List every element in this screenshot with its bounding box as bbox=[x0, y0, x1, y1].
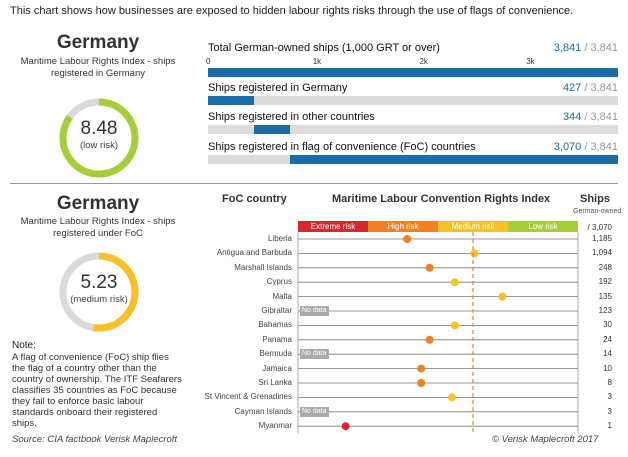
no-data-badge: No data bbox=[300, 406, 329, 417]
top-score-arc bbox=[59, 98, 139, 178]
note-text: A flag of convenience (FoC) ship flies t… bbox=[12, 352, 182, 429]
score-point bbox=[425, 263, 434, 272]
foc-country-label: Sri Lanka bbox=[258, 378, 292, 387]
ships-header: Ships bbox=[580, 193, 610, 205]
score-point bbox=[448, 393, 456, 402]
no-data-badge: No data bbox=[300, 306, 329, 316]
risk-band-medium-risk: Medium risk bbox=[438, 221, 508, 232]
bar-row-label: Total German-owned ships (1,000 GRT or o… bbox=[208, 42, 440, 54]
ships-total: / 3,070 bbox=[587, 223, 612, 232]
bar-row-count: 427 bbox=[562, 82, 582, 94]
ships-count: 3 bbox=[607, 392, 612, 402]
score-point bbox=[403, 235, 412, 243]
foc-country-label: Panama bbox=[262, 334, 292, 344]
bottom-score-ring bbox=[59, 252, 139, 332]
foc-country-label: St Vincent & Grenadines bbox=[204, 392, 292, 402]
top-score-ring bbox=[59, 98, 139, 178]
bottom-risk-label: (medium risk) bbox=[70, 294, 128, 305]
score-point bbox=[470, 249, 479, 258]
bar-row-value: 344 / 3,841 bbox=[508, 111, 618, 123]
axis-tick-label: 1k bbox=[312, 57, 322, 66]
bar-row-count: 344 bbox=[562, 111, 582, 123]
ships-count: 248 bbox=[598, 262, 612, 272]
risk-band-low-risk: Low risk bbox=[508, 221, 578, 232]
bar-row-label: Ships registered in other countries bbox=[208, 111, 375, 123]
bottom-score-arc bbox=[59, 252, 139, 332]
bar-row-total: / 3,841 bbox=[584, 82, 618, 94]
copyright-text: © Verisk Maplecroft 2017 bbox=[492, 434, 599, 445]
foc-country-label: Gibraltar bbox=[261, 306, 292, 315]
score-point bbox=[425, 335, 434, 344]
bar-track bbox=[208, 96, 618, 105]
ships-count: 24 bbox=[603, 334, 612, 344]
bar-row-label: Ships registered in flag of convenience … bbox=[208, 141, 476, 153]
bar-row-total: / 3,841 bbox=[584, 42, 618, 54]
intro-text: This chart shows how businesses are expo… bbox=[10, 5, 574, 17]
bottom-index-label: Maritime Labour Rights Index - ships reg… bbox=[20, 216, 176, 239]
bar-track bbox=[208, 155, 618, 164]
bar-row-value: 3,070 / 3,841 bbox=[508, 141, 618, 153]
ships-count: 1,094 bbox=[591, 248, 612, 258]
foc-country-label: Cyprus bbox=[266, 277, 292, 287]
chart-title: Maritime Labour Convention Rights Index bbox=[332, 193, 551, 205]
top-country-title: Germany bbox=[56, 32, 140, 53]
ships-count: 123 bbox=[598, 306, 612, 315]
bar-fill bbox=[208, 68, 618, 77]
foc-country-label: Myanmar bbox=[258, 421, 292, 431]
bar-row-total: / 3,841 bbox=[584, 141, 618, 153]
ships-count: 3 bbox=[607, 406, 612, 416]
score-point bbox=[417, 364, 426, 373]
score-point bbox=[450, 321, 459, 330]
foc-country-label: Antigua and Barbuda bbox=[216, 248, 292, 258]
score-point bbox=[341, 422, 350, 431]
ships-subheader: German-owned bbox=[573, 208, 622, 215]
source-text: Source: CIA factbook Verisk Maplecroft bbox=[12, 434, 178, 445]
axis-tick-label: 2k bbox=[419, 57, 428, 66]
foc-country-label: Marshall Islands bbox=[234, 262, 292, 272]
ships-count: 1,185 bbox=[591, 234, 612, 243]
note-title: Note: bbox=[12, 340, 36, 351]
foc-country-header: FoC country bbox=[222, 193, 287, 205]
bar-row-count: 3,070 bbox=[553, 141, 582, 153]
risk-band-extreme-risk: Extreme risk bbox=[298, 221, 368, 232]
ships-count: 192 bbox=[598, 277, 612, 287]
bar-row-total: / 3,841 bbox=[584, 111, 618, 123]
ships-count: 1 bbox=[607, 421, 612, 431]
axis-tick-label: 3k bbox=[526, 57, 535, 66]
ships-count: 135 bbox=[598, 291, 612, 301]
bottom-score-value: 5.23 bbox=[80, 272, 118, 293]
top-index-label: Maritime Labour Rights Index - ships reg… bbox=[20, 56, 176, 79]
bar-fill bbox=[208, 96, 254, 105]
axis-tick-label: 0 bbox=[206, 57, 211, 66]
bar-row-value: 3,841 / 3,841 bbox=[508, 42, 618, 54]
score-point bbox=[450, 278, 459, 287]
bar-track bbox=[208, 68, 618, 77]
bar-row-value: 427 / 3,841 bbox=[508, 82, 618, 94]
foc-country-label: Malta bbox=[272, 291, 292, 301]
bar-track bbox=[208, 125, 618, 134]
foc-country-label: Cayman Islands bbox=[234, 406, 292, 416]
score-point bbox=[498, 292, 507, 301]
bar-row-label: Ships registered in Germany bbox=[208, 82, 348, 94]
foc-country-label: Liberia bbox=[267, 234, 292, 243]
bar-fill bbox=[253, 125, 291, 134]
top-risk-label: (low risk) bbox=[80, 140, 118, 151]
no-data-badge: No data bbox=[300, 349, 329, 360]
section-divider bbox=[10, 183, 618, 184]
bottom-country-title: Germany bbox=[56, 193, 140, 214]
top-score-value: 8.48 bbox=[80, 118, 118, 139]
bar-fill bbox=[290, 155, 618, 164]
risk-band-high-risk: High risk bbox=[368, 221, 438, 232]
score-point bbox=[417, 379, 426, 387]
ships-count: 30 bbox=[603, 320, 612, 330]
foc-country-label: Jamaica bbox=[262, 363, 292, 373]
ships-count: 10 bbox=[603, 363, 612, 373]
foc-country-label: Bahamas bbox=[258, 320, 292, 330]
ships-count: 8 bbox=[607, 378, 612, 387]
bar-row-count: 3,841 bbox=[553, 42, 582, 54]
foc-country-label: Bermuda bbox=[259, 349, 292, 359]
ships-count: 14 bbox=[603, 349, 612, 359]
